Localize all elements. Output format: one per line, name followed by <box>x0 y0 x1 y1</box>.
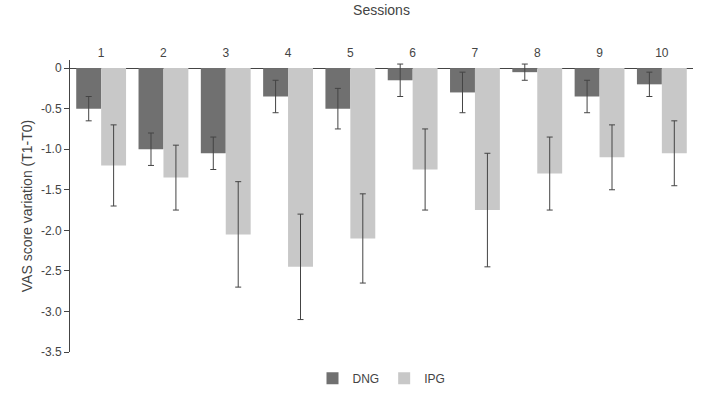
svg-text:5: 5 <box>347 46 354 60</box>
svg-text:7: 7 <box>472 46 479 60</box>
svg-text:3: 3 <box>222 46 229 60</box>
svg-text:4: 4 <box>285 46 292 60</box>
svg-text:0: 0 <box>55 61 62 75</box>
svg-text:-3.0: -3.0 <box>41 305 62 319</box>
svg-text:VAS score variation (T1-T0): VAS score variation (T1-T0) <box>19 120 35 292</box>
svg-text:DNG: DNG <box>353 372 380 386</box>
svg-text:2: 2 <box>160 46 167 60</box>
svg-text:-2.0: -2.0 <box>41 224 62 238</box>
svg-text:-0.5: -0.5 <box>41 102 62 116</box>
svg-text:1: 1 <box>98 46 105 60</box>
svg-text:9: 9 <box>596 46 603 60</box>
svg-text:8: 8 <box>534 46 541 60</box>
svg-text:-3.5: -3.5 <box>41 345 62 359</box>
svg-text:-1.0: -1.0 <box>41 142 62 156</box>
svg-text:-1.5: -1.5 <box>41 183 62 197</box>
svg-text:10: 10 <box>655 46 669 60</box>
svg-text:Sessions: Sessions <box>353 2 410 18</box>
svg-text:IPG: IPG <box>424 372 445 386</box>
svg-text:6: 6 <box>409 46 416 60</box>
svg-text:-2.5: -2.5 <box>41 264 62 278</box>
